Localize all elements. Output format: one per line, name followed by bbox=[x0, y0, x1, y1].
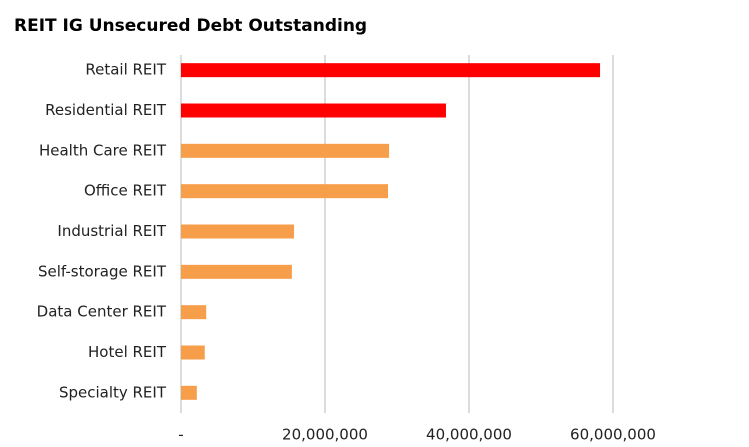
bar bbox=[181, 345, 205, 360]
y-tick-label: Data Center REIT bbox=[37, 303, 167, 321]
y-tick-label: Industrial REIT bbox=[57, 222, 166, 240]
y-tick-label: Retail REIT bbox=[85, 61, 166, 79]
bar bbox=[181, 63, 601, 78]
y-tick-label: Hotel REIT bbox=[88, 343, 167, 361]
bar bbox=[181, 143, 390, 158]
bar bbox=[181, 385, 197, 400]
bar bbox=[181, 305, 207, 320]
x-tick-label: 20,000,000 bbox=[282, 426, 368, 444]
x-tick-label: 40,000,000 bbox=[426, 426, 512, 444]
bar bbox=[181, 264, 292, 279]
y-tick-label: Office REIT bbox=[84, 182, 167, 200]
y-tick-label: Self-storage REIT bbox=[38, 262, 167, 280]
bar bbox=[181, 224, 295, 239]
y-tick-label: Specialty REIT bbox=[59, 383, 167, 401]
bar bbox=[181, 103, 446, 118]
chart-title: REIT IG Unsecured Debt Outstanding bbox=[14, 16, 367, 36]
x-tick-label: - bbox=[178, 426, 183, 444]
bar bbox=[181, 184, 388, 199]
y-tick-label: Residential REIT bbox=[45, 101, 167, 119]
x-tick-label: 60,000,000 bbox=[570, 426, 656, 444]
y-tick-label: Health Care REIT bbox=[39, 141, 167, 159]
